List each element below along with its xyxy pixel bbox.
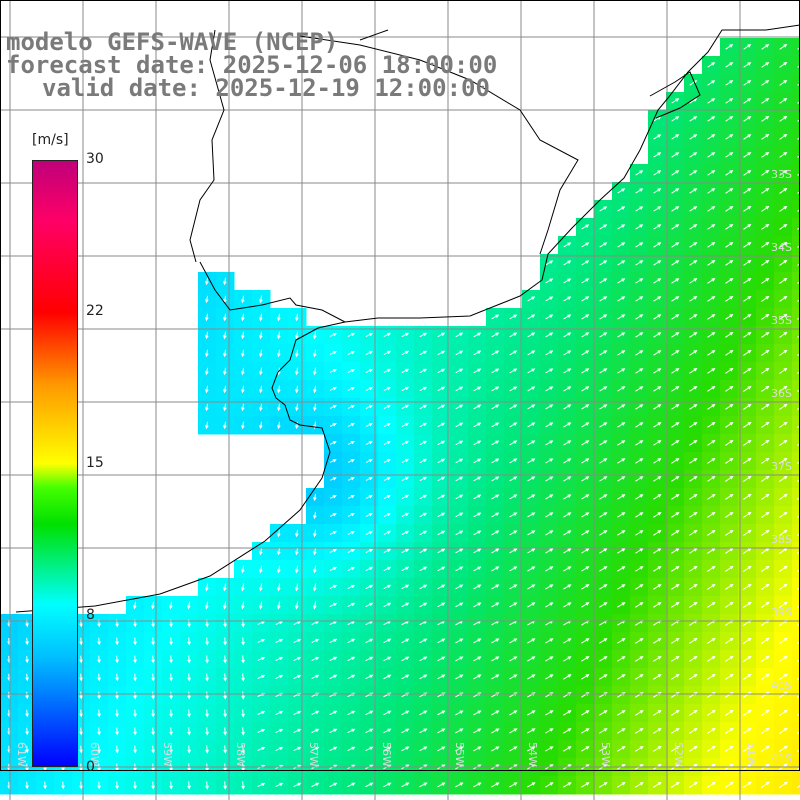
map-title-model: modelo GEFS-WAVE (NCEP) [6,28,339,56]
lon-label: 58W [234,742,247,767]
lon-label: 57W [307,742,320,767]
lon-label: 51W [745,742,758,767]
colorbar-tick-0: 0 [86,759,95,775]
lat-label: 34S [771,241,792,254]
lat-label: 36S [771,387,792,400]
coastline [15,24,800,613]
lon-label: 54W [526,742,539,767]
map-title-valid-date: valid date: 2025-12-19 12:00:00 [42,74,490,102]
colorbar-tick-15: 15 [86,455,104,471]
wind-speed-field [0,38,800,795]
lon-label: 60W [88,742,101,767]
lon-label: 52W [672,742,685,767]
colorbar-tick-8: 8 [86,607,95,623]
lat-label: 40S [771,679,792,692]
lon-label: 59W [161,742,174,767]
grid-labels: 33S 34S 35S 36S 37S 38S 39S 40S 41S 61W 60W 59W 58W 5… [15,168,792,767]
colorbar-tick-22: 22 [86,303,104,319]
lon-label: 56W [380,742,393,767]
colorbar-tick-30: 30 [86,151,104,167]
lat-label: 39S [771,606,792,619]
map-title-forecast-date: forecast date: 2025-12-06 18:00:00 [6,51,498,79]
lat-label: 41S [771,752,792,765]
lat-label: 33S [771,168,792,181]
colorbar-unit: [m/s] [32,132,69,148]
colorbar [32,160,78,767]
wind-arrows [7,44,800,790]
lon-label: 53W [599,742,612,767]
lon-label: 55W [453,742,466,767]
lat-label: 37S [771,460,792,473]
lat-label: 35S [771,314,792,327]
lat-label: 38S [771,533,792,546]
lon-label: 61W [15,742,28,767]
